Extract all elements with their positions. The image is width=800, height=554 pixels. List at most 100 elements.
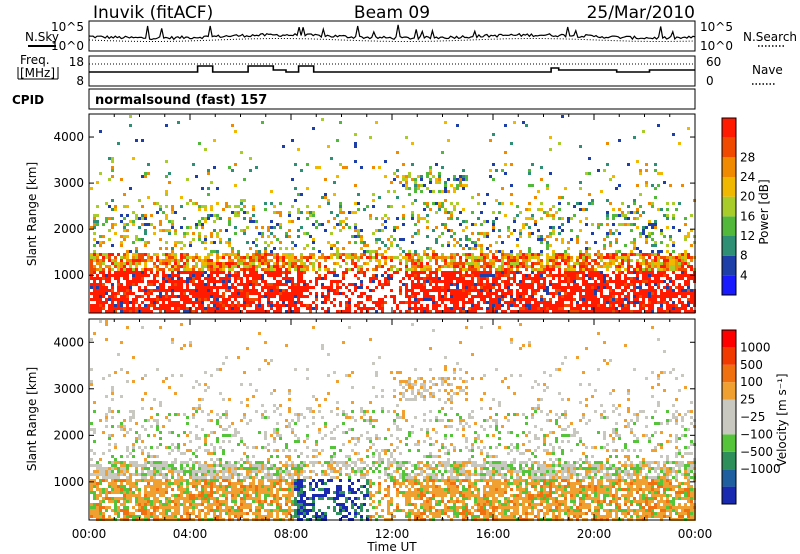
power-cell (615, 298, 618, 301)
power-cell (105, 202, 108, 205)
power-cell (381, 265, 384, 268)
power-cell (477, 289, 480, 292)
power-cell (126, 274, 129, 277)
power-cell (93, 232, 96, 235)
power-cell (228, 265, 231, 268)
power-cell (489, 304, 492, 307)
power-cell (510, 292, 513, 295)
power-cell (159, 220, 162, 223)
power-cell (498, 286, 501, 289)
power-cell (636, 292, 639, 295)
power-cell (465, 226, 468, 229)
power-cell (639, 235, 642, 238)
power-cell (393, 301, 396, 304)
power-cell (492, 226, 495, 229)
power-cell (660, 292, 663, 295)
power-cell (648, 280, 651, 283)
velocity-cell (153, 515, 156, 518)
power-cell (561, 256, 564, 259)
power-cell (270, 307, 273, 310)
power-cell (534, 274, 537, 277)
power-cell (618, 223, 621, 226)
power-cell (510, 184, 513, 187)
power-cell (114, 262, 117, 265)
power-cell (411, 241, 414, 244)
power-cell (144, 289, 147, 292)
power-cell (507, 235, 510, 238)
power-cell (333, 217, 336, 220)
power-cell (459, 307, 462, 310)
power-cell (246, 289, 249, 292)
power-cell (534, 280, 537, 283)
power-cell (414, 283, 417, 286)
power-cell (195, 277, 198, 280)
power-cell (342, 259, 345, 262)
power-cell (132, 211, 135, 214)
velocity-cell (93, 470, 96, 473)
power-cell (330, 157, 333, 160)
power-cell (273, 211, 276, 214)
power-cell (234, 256, 237, 259)
power-cell (372, 166, 375, 169)
power-cell (597, 307, 600, 310)
power-cell (279, 265, 282, 268)
power-cell (459, 184, 462, 187)
power-cell (216, 310, 219, 313)
power-cell (126, 301, 129, 304)
power-cell (639, 280, 642, 283)
power-cell (96, 268, 99, 271)
power-cell (396, 271, 399, 274)
power-cell (618, 295, 621, 298)
power-cell (492, 283, 495, 286)
power-cell (639, 268, 642, 271)
power-cell (114, 259, 117, 262)
power-cell (501, 310, 504, 313)
power-cell (333, 262, 336, 265)
power-cell (621, 256, 624, 259)
power-cell (315, 277, 318, 280)
power-cell (213, 268, 216, 271)
power-cell (330, 280, 333, 283)
power-cell (549, 172, 552, 175)
power-cell (450, 229, 453, 232)
power-cell (393, 238, 396, 241)
power-cell (639, 286, 642, 289)
power-cell (291, 298, 294, 301)
power-cell (399, 262, 402, 265)
velocity-cell (192, 485, 195, 488)
power-cell (420, 304, 423, 307)
power-cell (606, 211, 609, 214)
power-cell (216, 295, 219, 298)
power-cell (390, 181, 393, 184)
power-cell (324, 310, 327, 313)
velocity-cell (189, 506, 192, 509)
velocity-cell (99, 479, 102, 482)
power-cell (456, 283, 459, 286)
power-cell (267, 244, 270, 247)
power-cell (159, 259, 162, 262)
power-cell (450, 235, 453, 238)
power-cell (477, 232, 480, 235)
power-cell (105, 220, 108, 223)
velocity-cell (216, 473, 219, 476)
power-cell (639, 265, 642, 268)
power-cell (522, 307, 525, 310)
power-cell (168, 307, 171, 310)
power-cell (234, 265, 237, 268)
power-cell (594, 304, 597, 307)
power-cell (198, 205, 201, 208)
velocity-cell (144, 485, 147, 488)
velocity-cell (177, 446, 180, 449)
power-cell (360, 283, 363, 286)
power-cell (627, 283, 630, 286)
power-cell (177, 304, 180, 307)
power-cell (129, 220, 132, 223)
velocity-cell (141, 506, 144, 509)
power-cell (249, 259, 252, 262)
power-cell (687, 256, 690, 259)
power-cell (177, 277, 180, 280)
power-cell (132, 283, 135, 286)
power-cell (111, 304, 114, 307)
power-cell (405, 301, 408, 304)
power-cell (567, 253, 570, 256)
